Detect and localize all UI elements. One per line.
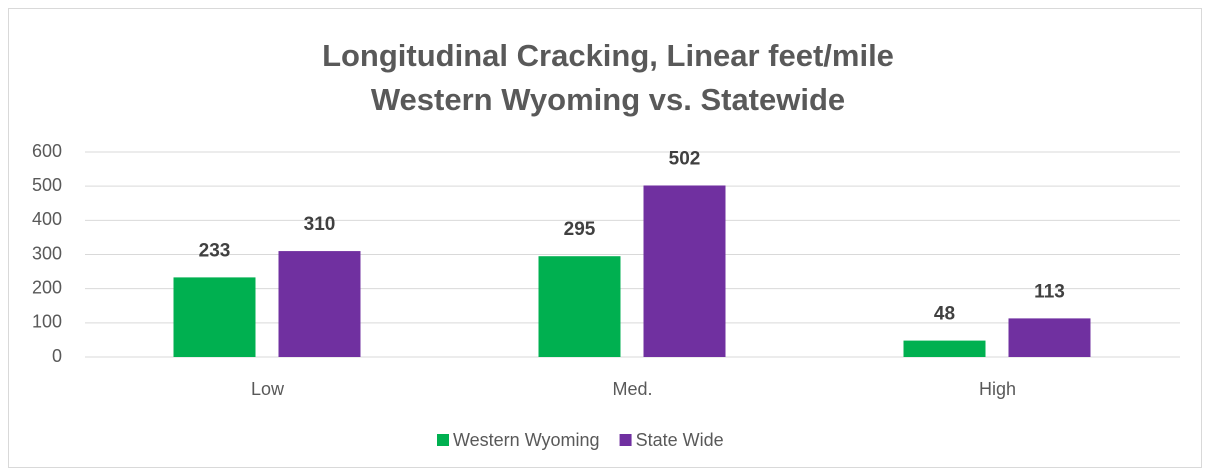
y-tick-label: 0 — [52, 346, 62, 366]
y-tick-label: 400 — [32, 209, 62, 229]
data-label: 310 — [304, 214, 336, 235]
x-tick-label: Low — [251, 379, 285, 399]
chart-title: Western Wyoming vs. Statewide — [371, 82, 845, 117]
bar — [538, 256, 621, 357]
data-label: 48 — [934, 304, 955, 325]
data-label: 502 — [669, 148, 701, 169]
y-tick-label: 500 — [32, 175, 62, 195]
data-label: 233 — [199, 240, 231, 261]
bar — [278, 251, 361, 357]
y-tick-label: 600 — [32, 141, 62, 161]
x-tick-label: High — [979, 379, 1016, 399]
data-label: 295 — [564, 219, 596, 240]
legend-swatch — [619, 434, 632, 446]
chart-border — [8, 8, 1202, 468]
y-tick-label: 200 — [32, 277, 62, 297]
y-tick-label: 100 — [32, 312, 62, 332]
data-label: 113 — [1034, 281, 1065, 302]
bar — [173, 277, 256, 357]
legend-label: State Wide — [636, 430, 724, 450]
bar — [1008, 318, 1091, 357]
legend-swatch — [437, 434, 449, 446]
bar — [643, 185, 726, 357]
x-tick-label: Med. — [612, 379, 652, 399]
bar — [903, 340, 986, 357]
legend-label: Western Wyoming — [453, 430, 600, 450]
y-tick-label: 300 — [32, 243, 62, 263]
chart-title: Longitudinal Cracking, Linear feet/mile — [322, 38, 894, 73]
